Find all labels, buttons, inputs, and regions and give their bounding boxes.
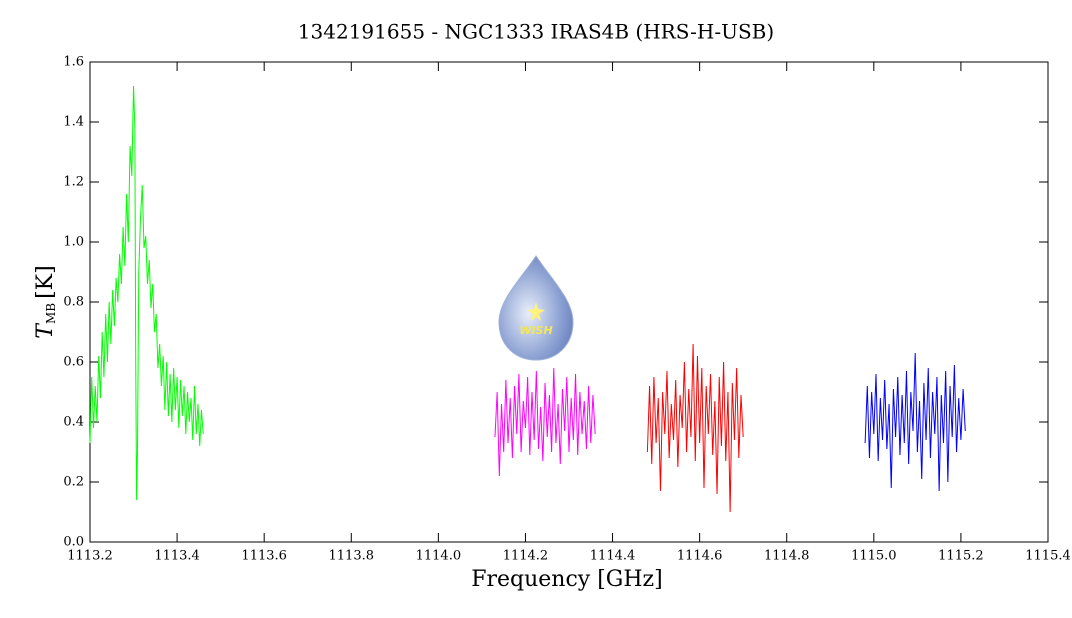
x-tick-label: 1113.8 [329, 549, 375, 564]
y-tick-label: 1.6 [63, 55, 84, 70]
x-tick-label: 1114.2 [503, 549, 549, 564]
y-tick-label: 0.4 [63, 415, 84, 430]
y-axis-label-symbol: T [33, 322, 58, 339]
x-tick-label: 1114.6 [677, 549, 723, 564]
spectrum-line [864, 352, 966, 492]
logo-star [527, 302, 545, 321]
plot-frame [89, 61, 1049, 543]
x-tick-label: 1115.2 [938, 549, 984, 564]
chart-title: 1342191655 - NGC1333 IRAS4B (HRS-H-USB) [298, 20, 774, 44]
logo-text: WISH [519, 324, 552, 337]
spectrum-line [494, 367, 596, 477]
y-tick-label: 0.6 [63, 355, 84, 370]
spectrum-line [89, 85, 204, 501]
x-tick-label: 1113.2 [67, 549, 113, 564]
y-axis-label-subscript: MB [44, 303, 58, 324]
logo: WISH [498, 255, 574, 361]
y-axis-label-unit: [K] [33, 265, 58, 299]
x-tick-label: 1113.6 [241, 549, 287, 564]
y-tick-label: 1.4 [63, 115, 84, 130]
x-tick-label: 1115.0 [851, 549, 897, 564]
y-tick-label: 0.2 [63, 475, 84, 490]
y-tick-label: 1.2 [63, 175, 84, 190]
x-tick-label: 1113.4 [154, 549, 200, 564]
y-tick-label: 0.8 [63, 295, 84, 310]
y-tick-label: 1.0 [63, 235, 84, 250]
spectrum-line [646, 343, 744, 513]
y-axis-label: TMB [K] [33, 265, 58, 338]
x-tick-label: 1115.4 [1025, 549, 1071, 564]
x-tick-label: 1114.0 [416, 549, 462, 564]
x-axis-label: Frequency [GHz] [471, 567, 663, 592]
x-tick-label: 1114.8 [764, 549, 810, 564]
x-tick-label: 1114.4 [590, 549, 636, 564]
y-tick-label: 0.0 [63, 535, 84, 550]
